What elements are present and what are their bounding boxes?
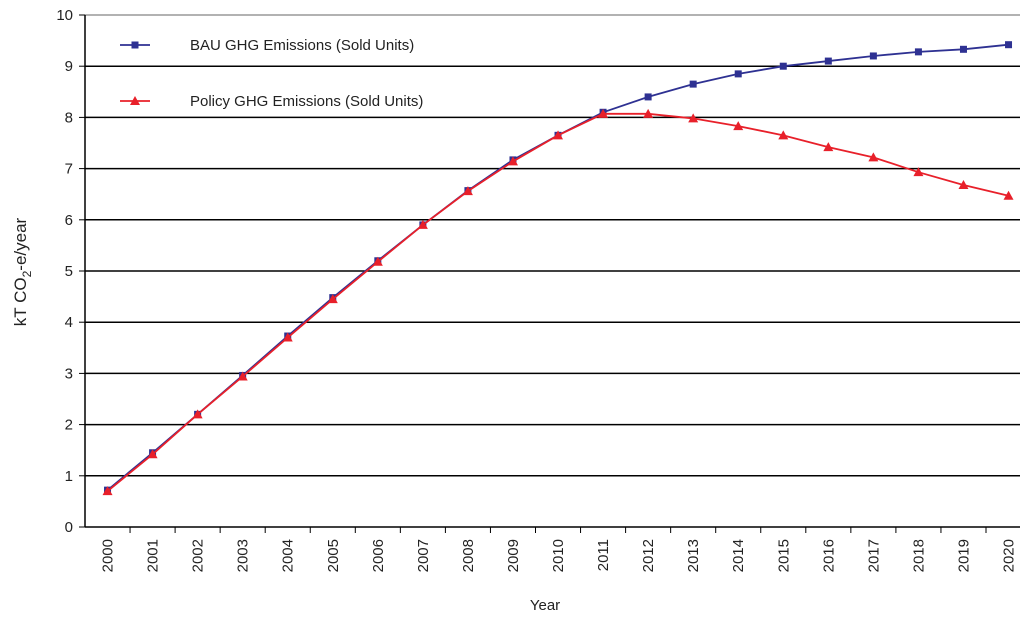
y-tick-label: 6 [65,212,73,229]
series-line [106,112,1009,492]
y-axis-title-part: -e/year [11,217,30,270]
marker [644,93,652,101]
x-tick-label: 2019 [955,539,972,572]
marker [914,48,922,56]
x-tick-label: 2007 [415,539,432,572]
y-tick-label: 4 [65,314,73,331]
y-tick-label: 7 [65,161,73,178]
y-tick-label: 0 [65,519,73,536]
legend-label: Policy GHG Emissions (Sold Units) [190,93,423,110]
marker [372,256,383,266]
y-tick-label: 1 [65,468,73,485]
y-tick-label: 9 [65,58,73,75]
x-tick-label: 2017 [865,539,882,572]
legend-label: BAU GHG Emissions (Sold Units) [190,37,414,54]
marker [643,108,654,118]
marker [131,41,139,49]
marker [102,486,113,496]
marker [823,142,834,152]
y-axis-title-subscript: 2 [20,270,34,277]
marker [598,108,609,118]
y-axis-title-part: kT CO [11,277,30,326]
marker [1003,190,1014,200]
x-tick-label: 2003 [235,539,252,572]
marker [913,167,924,177]
x-tick-label: 2009 [505,539,522,572]
x-axis-title: Year [530,597,560,614]
marker [868,152,879,162]
marker [147,449,158,459]
marker [778,130,789,140]
marker [734,70,742,78]
x-tick-label: 2002 [190,539,207,572]
x-tick-label: 2005 [325,539,342,572]
marker [689,80,697,88]
y-tick-label: 10 [56,7,73,24]
x-tick-label: 2016 [820,539,837,572]
x-tick-label: 2008 [460,539,477,572]
x-tick-label: 2004 [280,539,297,572]
x-tick-label: 2014 [730,539,747,572]
y-tick-label: 5 [65,263,73,280]
y-tick-label: 3 [65,365,73,382]
y-axis-title: kT CO2-e/year [11,217,34,326]
marker [733,121,744,131]
marker [192,409,203,419]
marker [237,371,248,381]
marker [417,219,428,229]
x-tick-label: 2010 [550,539,567,572]
marker [688,113,699,123]
marker [1005,41,1013,49]
marker [824,57,832,65]
marker [462,186,473,196]
x-tick-label: 2020 [1001,539,1018,572]
marker [130,96,140,105]
x-tick-label: 2015 [775,539,792,572]
x-tick-label: 2011 [595,539,612,571]
series-line [106,43,1009,491]
marker [553,130,564,140]
x-tick-label: 2013 [685,539,702,572]
marker [282,332,293,342]
marker [779,62,787,70]
marker [507,156,518,166]
y-tick-label: 2 [65,417,73,434]
x-tick-label: 2000 [100,539,117,572]
x-tick-label: 2001 [145,539,162,572]
x-tick-label: 2018 [910,539,927,572]
marker [959,45,967,53]
x-tick-label: 2012 [640,539,657,572]
marker [958,179,969,189]
marker [327,294,338,304]
y-tick-label: 8 [65,109,73,126]
x-tick-label: 2006 [370,539,387,572]
marker [869,52,877,60]
